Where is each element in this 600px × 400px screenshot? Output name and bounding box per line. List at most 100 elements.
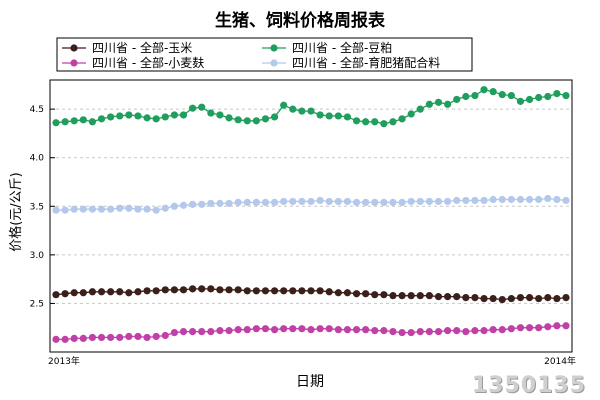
series-3-point-52 <box>525 195 534 204</box>
series-1-point-12 <box>161 113 169 121</box>
series-1-point-37 <box>389 118 397 126</box>
series-3-point-0 <box>52 206 60 214</box>
series-0-point-21 <box>243 287 251 295</box>
chart-title: 生猪、饲料价格周报表 <box>215 10 386 31</box>
series-3-point-39 <box>407 197 415 206</box>
series-0-point-22 <box>252 287 260 295</box>
series-0-point-32 <box>343 289 352 297</box>
series-1-point-11 <box>152 115 160 123</box>
series-0-point-51 <box>516 294 525 302</box>
series-3-point-16 <box>198 200 206 208</box>
series-2-point-10 <box>143 333 151 342</box>
series-2-point-24 <box>270 326 279 334</box>
series-3-point-30 <box>325 197 333 206</box>
series-1-point-39 <box>407 110 415 118</box>
series-3-point-46 <box>471 196 479 205</box>
series-3-point-1 <box>61 206 69 214</box>
series-1-point-31 <box>334 112 342 120</box>
series-2-point-46 <box>471 327 479 335</box>
series-0 <box>52 285 570 304</box>
series-1-point-0 <box>52 119 60 127</box>
series-3-point-48 <box>489 195 497 204</box>
series-0-point-46 <box>471 294 479 302</box>
series-3-point-2 <box>70 205 78 213</box>
series-3-point-45 <box>462 196 470 205</box>
series-2-point-17 <box>207 328 215 336</box>
series-1-point-50 <box>507 91 515 100</box>
series-0-point-40 <box>416 292 424 300</box>
series-1-point-55 <box>553 90 561 98</box>
series-3-point-6 <box>107 205 115 213</box>
series-3-point-4 <box>88 205 97 213</box>
series-1-point-19 <box>225 114 233 122</box>
series-0-point-38 <box>398 292 406 300</box>
series-1-point-46 <box>471 91 479 100</box>
series-0-point-7 <box>116 288 124 296</box>
series-1-point-48 <box>489 88 497 96</box>
series-1-point-49 <box>498 90 506 99</box>
series-3-point-31 <box>334 197 342 206</box>
series-0-point-53 <box>535 294 543 303</box>
y-tick-label-2: 3.5 <box>30 202 44 212</box>
series-0-point-16 <box>198 285 206 293</box>
series-3-point-42 <box>434 197 443 206</box>
series-3-point-41 <box>425 197 433 206</box>
series-1 <box>52 86 570 128</box>
series-3-point-19 <box>225 199 233 207</box>
series-3-point-56 <box>562 196 570 205</box>
series-1-point-28 <box>307 107 315 115</box>
series-0-point-41 <box>425 292 433 300</box>
series-3-point-13 <box>170 202 178 210</box>
series-3-point-18 <box>216 199 224 207</box>
series-1-point-35 <box>371 118 379 126</box>
series-2-point-16 <box>198 328 206 336</box>
series-0-point-37 <box>389 292 397 300</box>
legend-box <box>56 37 473 72</box>
series-2-point-28 <box>307 326 315 334</box>
series-0-point-24 <box>270 287 279 295</box>
series-2-point-47 <box>480 327 488 335</box>
series-3-point-14 <box>179 201 188 209</box>
series-3-point-28 <box>307 197 315 206</box>
series-0-point-14 <box>179 286 188 294</box>
series-2-point-14 <box>179 328 188 336</box>
series-2-point-7 <box>116 333 124 342</box>
series-1-point-20 <box>234 116 242 124</box>
series-0-point-20 <box>234 286 242 294</box>
series-3-point-44 <box>453 196 461 205</box>
legend-marker-3 <box>270 59 278 67</box>
series-2-point-1 <box>61 335 69 343</box>
series-3-point-21 <box>243 198 251 206</box>
series-0-point-28 <box>307 287 315 295</box>
series-2-point-19 <box>225 327 233 335</box>
series-1-point-41 <box>425 100 433 108</box>
series-2-point-51 <box>516 324 525 332</box>
series-0-point-15 <box>189 285 197 293</box>
series-2-point-55 <box>553 322 561 330</box>
series-1-point-45 <box>462 92 470 101</box>
series-2-point-9 <box>134 332 142 341</box>
series-3-point-49 <box>498 195 506 204</box>
series-3-point-17 <box>207 199 215 207</box>
series-3-point-50 <box>507 195 515 204</box>
series-3-point-15 <box>189 200 197 208</box>
series-2-point-8 <box>125 332 133 341</box>
series-0-point-0 <box>52 291 60 299</box>
series-1-point-38 <box>398 115 406 123</box>
series-1-point-40 <box>416 105 424 113</box>
series-1-point-25 <box>280 101 288 109</box>
series-1-point-2 <box>70 117 78 125</box>
series-3-point-22 <box>252 198 260 206</box>
series-3-point-51 <box>516 195 525 204</box>
series-0-point-3 <box>79 289 87 297</box>
series-1-point-5 <box>97 115 106 123</box>
series-1-point-15 <box>189 104 197 112</box>
series-3-point-36 <box>380 198 388 206</box>
series-2-point-54 <box>544 323 552 331</box>
series-2-point-56 <box>562 322 570 330</box>
series-2-point-30 <box>325 325 333 333</box>
series-2-point-50 <box>507 325 515 333</box>
series-3-point-47 <box>480 196 488 205</box>
series-3-point-12 <box>161 204 169 212</box>
